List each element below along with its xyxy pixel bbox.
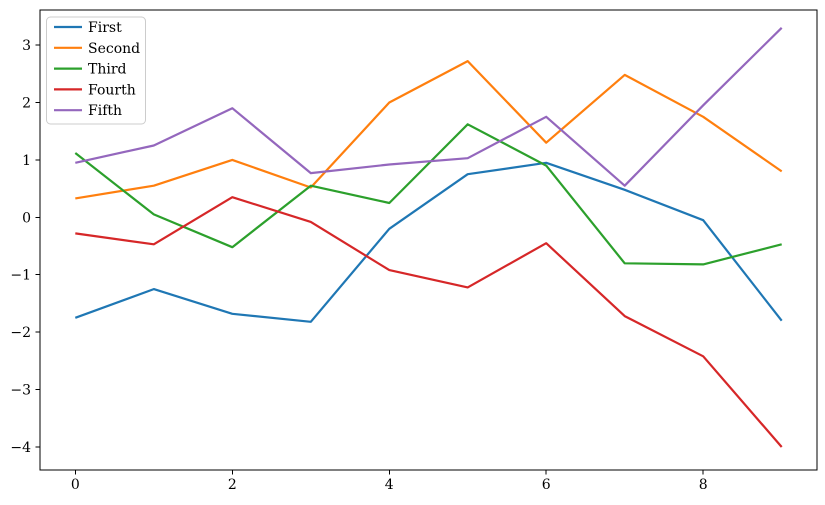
series-line-third <box>74 123 782 266</box>
series-lines <box>74 27 783 448</box>
y-tick-label: 2 <box>22 95 31 111</box>
series-line-fifth <box>75 27 783 187</box>
legend-label-fourth: Fourth <box>88 82 136 98</box>
series-line-first <box>74 161 783 323</box>
x-tick-label: 8 <box>699 477 708 493</box>
y-tick-label: −3 <box>10 383 31 399</box>
x-axis-ticks: 0 2 4 6 8 <box>71 470 708 493</box>
y-tick-label: 1 <box>22 153 31 169</box>
series-line-fourth <box>75 196 783 448</box>
x-tick-label: 2 <box>228 477 237 493</box>
legend-box <box>46 16 146 125</box>
legend: First Second Third Fourth Fifth <box>46 16 146 125</box>
x-tick-label: 6 <box>542 477 551 493</box>
legend-label-first: First <box>88 20 122 36</box>
legend-label-fifth: Fifth <box>88 103 122 119</box>
y-tick-label: −2 <box>10 325 31 341</box>
plot-border <box>39 9 818 471</box>
series-line-second <box>75 59 783 200</box>
legend-label-second: Second <box>88 41 140 57</box>
y-tick-label: 3 <box>22 38 31 54</box>
axes-spines <box>39 9 818 471</box>
legend-label-third: Third <box>88 62 127 78</box>
y-tick-label: −1 <box>10 268 31 284</box>
y-axis-ticks: 3 2 1 0 −1 −2 −3 −4 <box>10 38 40 456</box>
x-tick-label: 4 <box>385 477 394 493</box>
x-tick-label: 0 <box>71 477 80 493</box>
y-tick-label: 0 <box>22 210 31 226</box>
y-tick-label: −4 <box>10 440 31 456</box>
